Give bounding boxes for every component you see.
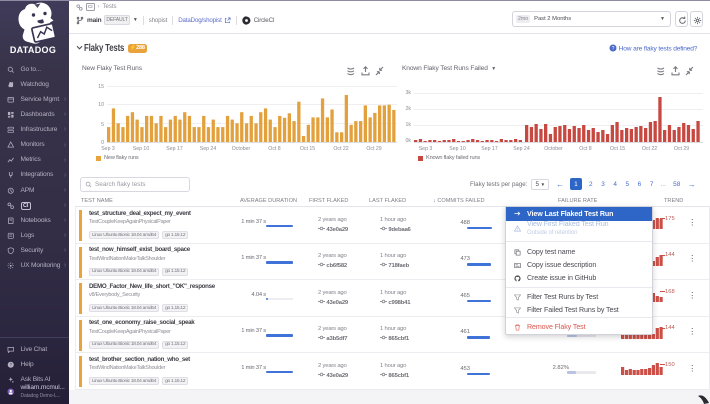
svg-text:Sep 3: Sep 3: [101, 146, 115, 152]
svg-text:10: 10: [98, 102, 104, 108]
svg-text:Oct 22: Oct 22: [642, 146, 657, 152]
svg-text:Sep 10: Sep 10: [449, 146, 466, 152]
svg-text:?: ?: [612, 46, 615, 52]
svg-text:1k: 1k: [406, 122, 412, 128]
svg-text:Oct 15: Oct 15: [610, 146, 625, 152]
svg-text:Oct 22: Oct 22: [333, 146, 348, 152]
svg-text:?: ?: [9, 362, 12, 367]
svg-text:2k: 2k: [406, 106, 412, 112]
svg-text:0k: 0k: [406, 138, 412, 144]
svg-text:0: 0: [101, 140, 104, 146]
svg-text:October: October: [544, 146, 563, 152]
svg-text:15: 15: [98, 84, 104, 90]
svg-text:Sep 10: Sep 10: [133, 146, 150, 152]
svg-text:Oct 8: Oct 8: [579, 146, 592, 152]
svg-text:October: October: [232, 146, 251, 152]
svg-text:Sep 24: Sep 24: [513, 146, 530, 152]
svg-text:Sep 17: Sep 17: [481, 146, 498, 152]
svg-text:Oct 8: Oct 8: [268, 146, 281, 152]
svg-text:3k: 3k: [406, 90, 412, 96]
svg-text:Sep 24: Sep 24: [200, 146, 217, 152]
svg-text:Sep 17: Sep 17: [166, 146, 183, 152]
svg-text:Oct 15: Oct 15: [300, 146, 315, 152]
svg-text:Oct 29: Oct 29: [674, 146, 689, 152]
svg-text:5: 5: [101, 122, 104, 128]
svg-text:Sep 3: Sep 3: [419, 146, 433, 152]
svg-text:Oct 29: Oct 29: [366, 146, 381, 152]
